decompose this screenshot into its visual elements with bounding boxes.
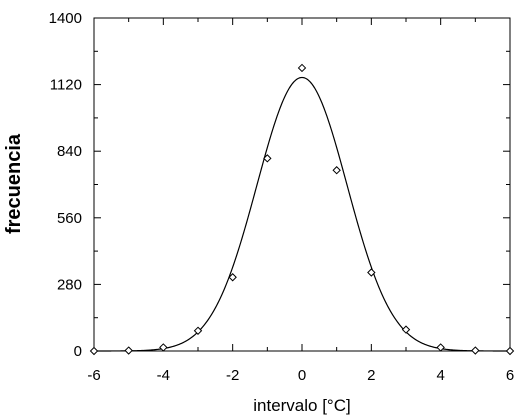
x-tick-label: 6 (506, 367, 514, 384)
data-point-marker (263, 154, 272, 163)
x-tick-labels: -6 -4 -2 0 2 4 6 (87, 367, 514, 384)
gaussian-fit-curve (94, 76, 510, 352)
data-point-marker (505, 346, 515, 356)
y-tick-label: 1400 (49, 10, 82, 27)
data-point-marker (89, 346, 99, 356)
data-point-marker (297, 63, 307, 73)
y-tick-label: 840 (57, 143, 82, 160)
y-tick-label: 0 (74, 343, 82, 360)
data-point-marker (401, 325, 411, 334)
data-point-marker (228, 273, 237, 282)
ticks (93, 17, 511, 352)
y-tick-label: 1120 (50, 77, 82, 94)
y-tick-labels: 0 280 560 840 1120 1400 (49, 10, 82, 360)
data-point-marker (332, 166, 341, 175)
data-point-marker (124, 346, 133, 355)
data-points (89, 63, 515, 356)
x-tick-label: -2 (226, 367, 239, 384)
data-point-marker (471, 346, 480, 355)
y-axis-label: frecuencia (3, 133, 25, 234)
x-tick-label: 0 (298, 367, 306, 384)
data-point-marker (159, 343, 168, 352)
y-tick-label: 280 (57, 276, 82, 293)
x-tick-label: -6 (87, 367, 100, 384)
x-tick-label: 4 (436, 367, 444, 384)
x-tick-label: 2 (367, 367, 375, 384)
data-point-marker (436, 343, 445, 352)
data-point-marker (367, 268, 376, 277)
x-axis-label: intervalo [°C] (253, 396, 351, 415)
data-point-marker (193, 326, 203, 335)
x-tick-label: -4 (157, 367, 170, 384)
y-tick-label: 560 (57, 210, 82, 227)
